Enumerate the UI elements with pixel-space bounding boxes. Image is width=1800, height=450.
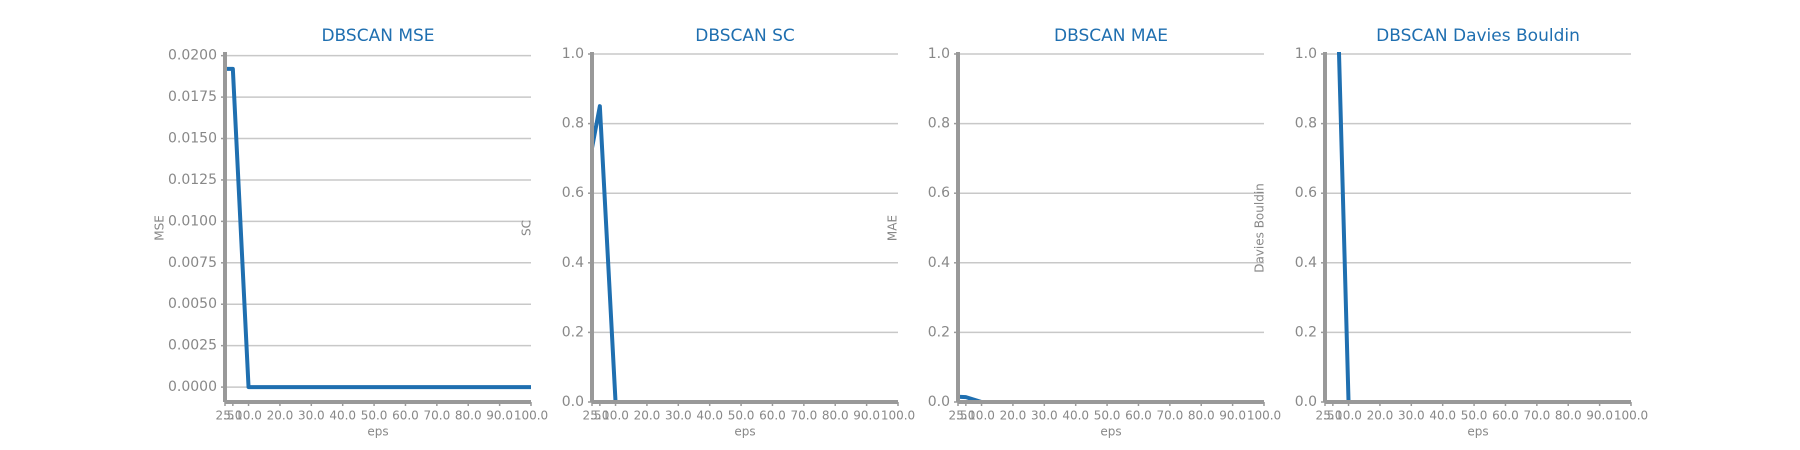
x-tick-label: 60.0 <box>1125 409 1152 423</box>
y-tick-label: 0.0175 <box>168 89 217 105</box>
x-tick-label: 10.0 <box>602 409 629 423</box>
x-axis-label: eps <box>1100 425 1121 439</box>
x-tick-label: 20.0 <box>267 409 294 423</box>
y-tick-label: 0.6 <box>562 185 584 201</box>
line <box>1336 52 1631 404</box>
x-tick-label: 30.0 <box>1031 409 1058 423</box>
x-tick-label: 30.0 <box>298 409 325 423</box>
x-tick-label: 100.0 <box>881 409 915 423</box>
y-tick-label: 0.2 <box>928 324 950 340</box>
y-axis-label: MAE <box>886 215 900 241</box>
x-tick-label: 60.0 <box>392 409 419 423</box>
x-tick-label: 80.0 <box>822 409 849 423</box>
x-tick-label: 2.5 <box>215 409 234 423</box>
y-tick-label: 0.0 <box>1295 394 1317 410</box>
chart-title: DBSCAN Davies Bouldin <box>1376 26 1580 46</box>
y-tick-label: 0.0150 <box>168 131 217 147</box>
x-tick-label: 50.0 <box>1094 409 1121 423</box>
x-tick-label: 10.0 <box>235 409 262 423</box>
y-axis-label: Davies Bouldin <box>1253 183 1267 273</box>
y-tick-label: 1.0 <box>1295 46 1317 62</box>
y-tick-label: 0.0000 <box>168 379 217 395</box>
x-tick-label: 20.0 <box>634 409 661 423</box>
x-tick-label: 90.0 <box>853 409 880 423</box>
x-tick-label: 10.0 <box>968 409 995 423</box>
y-tick-label: 0.0 <box>562 394 584 410</box>
y-tick-label: 0.8 <box>1295 116 1317 132</box>
x-tick-label: 70.0 <box>1523 409 1550 423</box>
x-tick-label: 50.0 <box>361 409 388 423</box>
x-tick-label: 40.0 <box>1062 409 1089 423</box>
y-tick-label: 0.6 <box>1295 185 1317 201</box>
x-tick-label: 70.0 <box>423 409 450 423</box>
x-tick-label: 60.0 <box>759 409 786 423</box>
x-tick-label: 40.0 <box>1429 409 1456 423</box>
x-axis-label: eps <box>1467 425 1488 439</box>
x-tick-label: 40.0 <box>329 409 356 423</box>
x-tick-label: 100.0 <box>1247 409 1281 423</box>
x-tick-label: 90.0 <box>486 409 513 423</box>
y-tick-label: 0.0025 <box>168 338 217 354</box>
y-tick-label: 0.0100 <box>168 213 217 229</box>
chart-title: DBSCAN MSE <box>321 26 434 46</box>
x-tick-label: 60.0 <box>1492 409 1519 423</box>
subplot: DBSCAN MAE 0.0 0.2 0.4 0.6 0.8 1.0 2.55.010.0 20… <box>886 26 1282 439</box>
y-tick-label: 1.0 <box>562 46 584 62</box>
chart-title: DBSCAN MAE <box>1054 26 1168 46</box>
x-tick-label: 5.0 <box>590 409 609 423</box>
x-tick-label: 80.0 <box>1188 409 1215 423</box>
x-tick-label: 100.0 <box>1614 409 1648 423</box>
x-tick-label: 80.0 <box>1555 409 1582 423</box>
subplot: DBSCAN MSE 0.0000 0.0025 0.0050 0.0075 0.0100… <box>153 26 549 439</box>
x-tick-label: 30.0 <box>1398 409 1425 423</box>
x-tick-label: 40.0 <box>696 409 723 423</box>
y-tick-label: 0.4 <box>1295 255 1317 271</box>
y-tick-label: 0.0200 <box>168 48 217 64</box>
x-tick-label: 80.0 <box>455 409 482 423</box>
x-tick-label: 100.0 <box>514 409 548 423</box>
subplot: DBSCAN SC 0.0 0.2 0.4 0.6 0.8 1.0 2.55.010.0 20.… <box>520 26 916 439</box>
x-tick-label: 5.0 <box>223 409 242 423</box>
x-tick-label: 20.0 <box>1367 409 1394 423</box>
x-tick-label: 5.0 <box>956 409 975 423</box>
x-tick-label: 30.0 <box>665 409 692 423</box>
y-tick-label: 0.2 <box>1295 324 1317 340</box>
y-tick-label: 0.6 <box>928 185 950 201</box>
x-tick-label: 20.0 <box>1000 409 1027 423</box>
y-tick-label: 0.8 <box>562 116 584 132</box>
x-tick-label: 70.0 <box>790 409 817 423</box>
x-tick-label: 50.0 <box>1461 409 1488 423</box>
y-tick-label: 0.0 <box>928 394 950 410</box>
y-tick-label: 0.0125 <box>168 172 217 188</box>
x-tick-label: 2.5 <box>1315 409 1334 423</box>
x-tick-label: 10.0 <box>1335 409 1362 423</box>
y-axis-label: SC <box>520 220 534 236</box>
x-tick-label: 90.0 <box>1586 409 1613 423</box>
x-tick-label: 50.0 <box>728 409 755 423</box>
x-tick-label: 5.0 <box>1323 409 1342 423</box>
x-tick-label: 2.5 <box>948 409 967 423</box>
y-tick-label: 0.4 <box>562 255 584 271</box>
y-tick-label: 0.2 <box>562 324 584 340</box>
y-tick-label: 0.0050 <box>168 296 217 312</box>
y-tick-label: 0.4 <box>928 255 950 271</box>
x-axis-label: eps <box>367 425 388 439</box>
y-tick-label: 1.0 <box>928 46 950 62</box>
chart-title: DBSCAN SC <box>695 26 795 46</box>
x-tick-label: 90.0 <box>1219 409 1246 423</box>
y-tick-label: 0.8 <box>928 116 950 132</box>
x-axis-label: eps <box>734 425 755 439</box>
x-tick-label: 2.5 <box>582 409 601 423</box>
line <box>592 104 898 404</box>
y-axis-label: MSE <box>153 215 167 241</box>
y-tick-label: 0.0075 <box>168 255 217 271</box>
x-tick-label: 70.0 <box>1156 409 1183 423</box>
subplot: DBSCAN Davies Bouldin 0.0 0.2 0.4 0.6 0.8 1.0 2… <box>1253 26 1649 439</box>
line <box>225 66 531 390</box>
